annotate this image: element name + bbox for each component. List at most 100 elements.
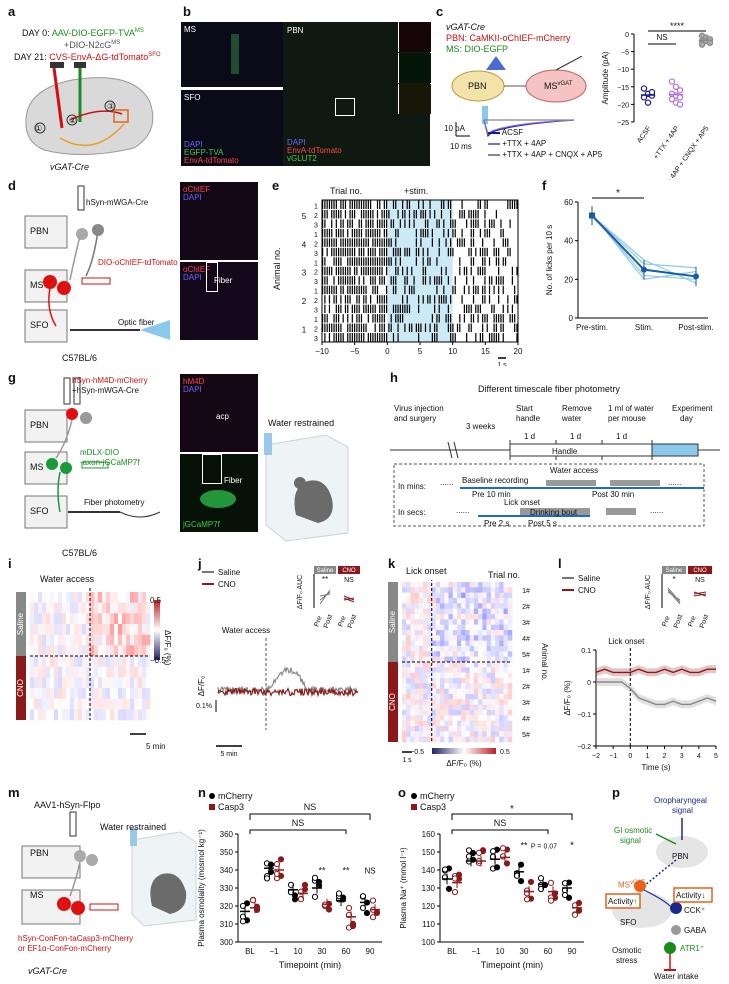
e-lick-tick	[450, 238, 452, 247]
i-heat-cell	[130, 688, 135, 699]
i-heat-cell	[78, 592, 83, 603]
k-heat-cell	[490, 731, 496, 737]
j-legend-saline: Saline	[218, 568, 241, 577]
i-heat-cell	[78, 677, 83, 689]
e-lick-tick	[335, 285, 337, 295]
e-lick-tick	[507, 304, 509, 314]
k-heat-cell	[490, 710, 496, 716]
e-lick-tick	[360, 333, 363, 342]
k-heat-cell	[507, 688, 513, 695]
k-heat-cell	[435, 651, 441, 657]
i-heat-cell	[106, 688, 111, 699]
i-heat-cell	[66, 645, 71, 657]
k-heat-cell	[469, 726, 475, 732]
k-heat-cell	[406, 587, 411, 593]
e-lick-tick	[418, 295, 420, 304]
k-heat-cell	[414, 635, 420, 641]
e-lick-tick	[500, 228, 502, 238]
i-heat-cell	[126, 634, 131, 646]
k-heat-cell	[457, 651, 462, 657]
k-ylabel: Animal no.	[540, 643, 548, 681]
e-lick-tick	[370, 266, 372, 276]
k-heat-cell	[507, 582, 513, 588]
i-heat-cell	[138, 677, 143, 689]
k-heat-cell	[482, 688, 487, 695]
p-activity1: Activity↑	[608, 897, 638, 906]
k-heat-cell	[418, 646, 424, 652]
c-point	[668, 95, 676, 103]
k-heat-cell	[465, 704, 470, 711]
k-heat-cell	[418, 608, 424, 615]
e-lick-tick	[370, 304, 372, 314]
e-lick-tick	[463, 304, 465, 314]
k-heat-cell	[410, 651, 415, 657]
k-heat-cell	[418, 603, 424, 609]
e-lick-tick	[450, 247, 452, 257]
e-lick-tick	[347, 333, 349, 342]
i-heat-cell	[146, 709, 151, 721]
k-heat-cell	[499, 582, 504, 588]
i-heat-cell	[98, 677, 103, 689]
n-point	[363, 909, 371, 917]
i-heat-cell	[30, 709, 35, 721]
k-heat-cell	[482, 699, 487, 705]
e-lick-tick	[388, 257, 390, 266]
e-lick-tick	[482, 314, 484, 323]
c-circuit-schematic	[451, 56, 587, 103]
i-heat-cell	[138, 666, 143, 678]
n-point	[267, 868, 275, 876]
k-heat-cell	[448, 608, 454, 615]
n-ns1: NS	[304, 802, 317, 812]
k-heat-cell	[473, 651, 479, 657]
e-lick-tick	[333, 247, 335, 257]
k-heat-cell	[402, 720, 407, 727]
n-x-tick-label: 30	[318, 947, 327, 956]
e-lick-tick	[452, 219, 454, 228]
o-x-tick-label: 90	[568, 947, 577, 956]
i-heat-cell	[78, 709, 83, 721]
e-lick-tick	[395, 304, 397, 314]
i-heat-cell	[126, 698, 131, 710]
k-heat-cell	[452, 608, 458, 615]
o-point	[455, 871, 463, 878]
e-lick-tick	[404, 285, 406, 295]
e-lick-tick	[392, 304, 395, 314]
k-heat-cell	[478, 603, 483, 609]
m-casp: hSyn-ConFon-taCasp3-mCherry	[18, 934, 134, 943]
k-heat-cell	[452, 624, 458, 631]
k-heat-cell	[423, 683, 428, 689]
i-heat-cell	[30, 602, 35, 614]
e-lick-tick	[477, 219, 479, 228]
k-heat-cell	[457, 667, 462, 673]
p-model-schematic	[605, 818, 713, 971]
l-x-tick-label: 2	[663, 753, 667, 760]
e-lick-tick	[488, 285, 491, 295]
k-heat-cell	[427, 715, 432, 721]
e-lick-tick	[454, 333, 456, 342]
k-heat-cell	[495, 715, 500, 721]
e-lick-tick	[331, 323, 333, 333]
i-heat-cell	[70, 592, 75, 603]
e-lick-tick	[488, 219, 491, 228]
k-heat-cell	[414, 603, 420, 609]
k-heat-cell	[482, 640, 487, 647]
e-lick-tick	[379, 247, 381, 257]
k-heat-cell	[452, 736, 458, 743]
e-lick-tick	[335, 314, 337, 323]
k-heat-cell	[414, 662, 420, 668]
h-oneml: 1 ml of water	[608, 404, 654, 413]
k-heat-cell	[427, 731, 432, 737]
k-heat-cell	[486, 704, 492, 711]
e-lick-tick	[328, 228, 331, 238]
k-heat-cell	[448, 667, 454, 673]
e-x-tick-label: 5	[418, 347, 423, 356]
k-heat-cell	[418, 736, 424, 743]
o-point	[503, 860, 511, 867]
k-heat-cell	[469, 624, 475, 631]
k-heat-cell	[431, 694, 437, 700]
e-lick-tick	[324, 323, 326, 333]
k-heat-cell	[402, 678, 407, 684]
e-lick-tick	[381, 276, 383, 285]
k-heat-cell	[444, 678, 449, 684]
e-lick-tick	[472, 276, 475, 285]
